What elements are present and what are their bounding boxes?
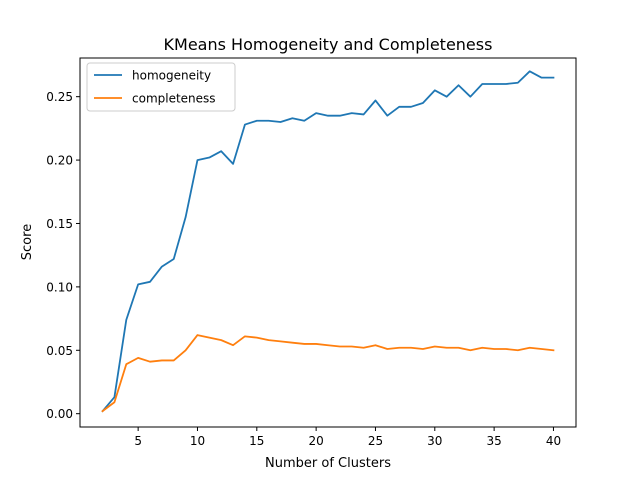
y-axis-label: Score: [20, 224, 35, 260]
x-tick-label: 35: [486, 434, 501, 448]
plot-area: [101, 70, 555, 413]
plot-frame: [79, 57, 577, 428]
series-line-homogeneity: [101, 70, 555, 413]
x-axis-label: Number of Clusters: [265, 456, 391, 471]
y-tick-label: 0.05: [46, 344, 73, 358]
y-tick-label: 0.10: [46, 280, 73, 294]
y-tick-label: 0.25: [46, 90, 73, 104]
y-axis: 0.00 0.05 0.10 0.15 0.20 0.25: [46, 90, 80, 421]
x-tick-label: 25: [368, 434, 383, 448]
x-tick-label: 30: [427, 434, 442, 448]
x-tick-label: 40: [546, 434, 561, 448]
legend-label-homogeneity: homogeneity: [132, 69, 211, 83]
legend-box: [86, 62, 236, 112]
y-tick-label: 0.20: [46, 154, 73, 168]
y-tick-label: 0.15: [46, 217, 73, 231]
chart-title: KMeans Homogeneity and Completeness: [164, 35, 493, 54]
x-tick-label: 5: [134, 434, 142, 448]
x-tick-label: 20: [308, 434, 323, 448]
y-tick-label: 0.00: [46, 407, 73, 421]
x-axis: 5 10 15 20 25 30 35 40: [134, 427, 561, 448]
x-tick-label: 10: [190, 434, 205, 448]
series-line-completeness: [101, 334, 555, 413]
x-tick-label: 15: [249, 434, 264, 448]
legend: homogeneity completeness: [86, 62, 236, 112]
legend-label-completeness: completeness: [132, 92, 216, 106]
